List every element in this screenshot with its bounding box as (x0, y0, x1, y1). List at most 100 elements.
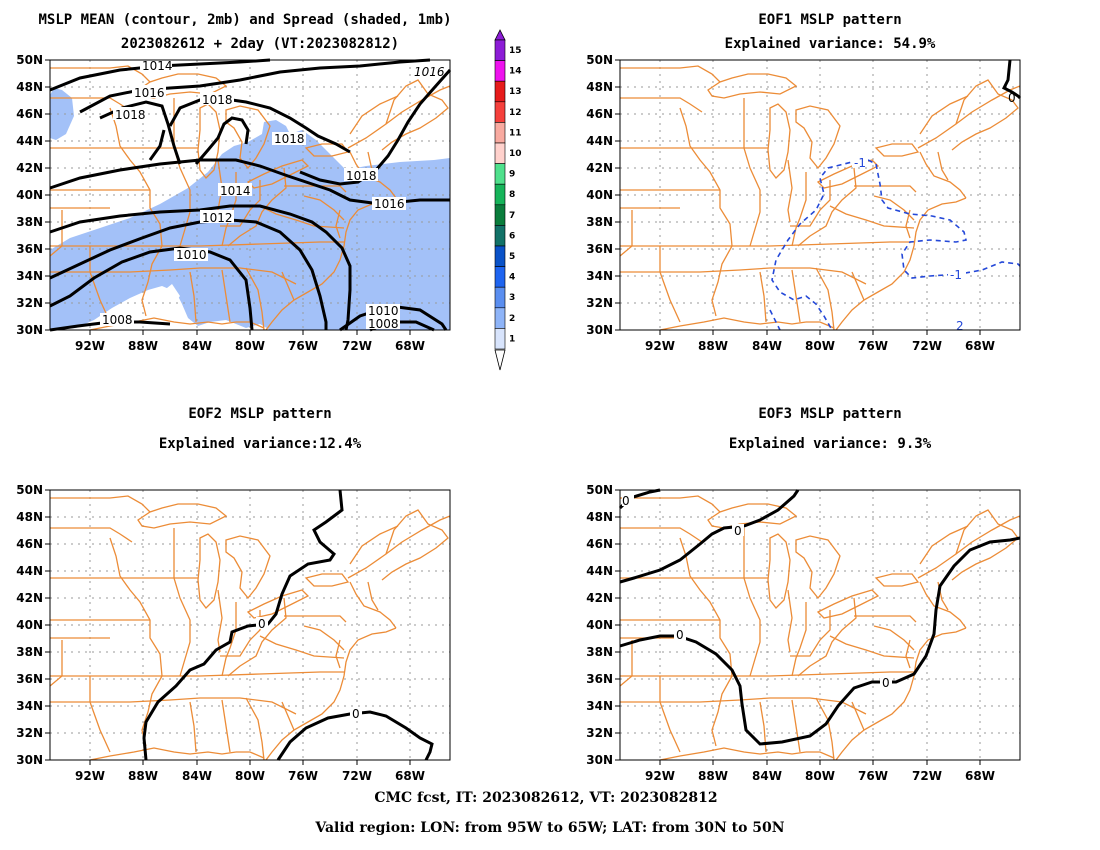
lat-tick-label: 46N (586, 537, 613, 551)
lat-tick-label: 40N (16, 188, 43, 202)
lat-tick-label: 46N (586, 107, 613, 121)
colorbar-label: 7 (509, 211, 515, 221)
colorbar-cell (494, 183, 506, 206)
lon-tick-label: 80W (805, 339, 835, 353)
lat-tick-label: 32N (16, 726, 43, 740)
contour-label: 0 (352, 707, 360, 721)
colorbar-cell (494, 225, 506, 247)
lat-tick-label: 40N (586, 618, 613, 632)
lon-tick-label: 68W (395, 339, 425, 353)
lon-tick-label: 88W (698, 769, 728, 783)
latitude-axis: 50N 48N 46N 44N 42N 40N 38N 36N 34N 32N 30N (586, 483, 620, 767)
panel-eof2: EOF2 MSLP pattern Explained variance:12.… (16, 406, 451, 783)
colorbar-cell (494, 122, 506, 144)
colorbar-top-arrow (494, 29, 506, 41)
longitude-axis: 92W 88W 84W 80W 76W 72W 68W (75, 330, 425, 353)
lat-tick-label: 44N (16, 134, 43, 148)
contour-label: 1008 (102, 313, 133, 327)
lat-tick-label: 36N (16, 672, 43, 686)
contour-label: 0 (882, 676, 890, 690)
contour-label: 1018 (274, 132, 305, 146)
colorbar-cell (494, 204, 506, 226)
colorbar-cell (494, 80, 506, 103)
lon-tick-label: 76W (858, 769, 888, 783)
lon-tick-label: 92W (645, 769, 675, 783)
panel-title: MSLP MEAN (contour, 2mb) and Spread (sha… (38, 12, 451, 28)
contour-label: 0 (734, 524, 742, 538)
lat-tick-label: 44N (16, 564, 43, 578)
spread-colorbar: 15 14 13 12 11 10 9 8 7 6 5 4 3 2 1 (494, 29, 522, 371)
contour-label: -1 (854, 156, 866, 170)
colorbar-cell (494, 39, 506, 61)
lat-tick-label: 48N (586, 80, 613, 94)
contour-label: 1018 (115, 108, 146, 122)
contour-label: 1014 (142, 59, 173, 73)
contour-label: 1012 (202, 211, 233, 225)
contour-label: 2 (956, 319, 964, 333)
contour-label: 1010 (176, 248, 207, 262)
lat-tick-label: 32N (586, 726, 613, 740)
longitude-axis: 92W 88W 84W 80W 76W 72W 68W (645, 760, 995, 783)
contour-label: 1016 (374, 197, 405, 211)
panel-title: EOF1 MSLP pattern (758, 12, 901, 28)
colorbar-label: 4 (509, 273, 515, 283)
lat-tick-label: 34N (586, 699, 613, 713)
panel-eof3: EOF3 MSLP pattern Explained variance: 9.… (586, 406, 1021, 783)
panel-subtitle: Explained variance: 9.3% (729, 436, 932, 452)
lat-tick-label: 36N (16, 242, 43, 256)
eof-contour-labels: -1 -1 0 2 (852, 91, 1016, 333)
longitude-axis: 92W 88W 84W 80W 76W 72W 68W (75, 760, 425, 783)
lon-tick-label: 76W (288, 769, 318, 783)
colorbar-cell (494, 286, 506, 309)
colorbar-label: 2 (509, 314, 515, 324)
lat-tick-label: 50N (586, 53, 613, 67)
isobar-labels: 1014 1016 1018 1018 1016 1018 1018 1014 … (100, 58, 445, 331)
lon-tick-label: 80W (235, 339, 265, 353)
lat-tick-label: 38N (586, 645, 613, 659)
lat-tick-label: 50N (16, 53, 43, 67)
lon-tick-label: 72W (912, 339, 942, 353)
lon-tick-label: 68W (965, 339, 995, 353)
colorbar-label: 11 (509, 128, 522, 138)
panel-subtitle: Explained variance: 54.9% (725, 36, 936, 52)
lon-tick-label: 72W (342, 339, 372, 353)
panel-subtitle: 2023082612 + 2day (VT:2023082812) (121, 36, 399, 52)
lat-tick-label: 50N (16, 483, 43, 497)
lat-tick-label: 42N (16, 591, 43, 605)
colorbar-cell (494, 60, 506, 82)
lon-tick-label: 92W (645, 339, 675, 353)
lat-tick-label: 40N (16, 618, 43, 632)
lat-tick-label: 38N (16, 645, 43, 659)
contour-label: 0 (258, 617, 266, 631)
lat-tick-label: 46N (16, 107, 43, 121)
lon-tick-label: 92W (75, 769, 105, 783)
panel-title: EOF3 MSLP pattern (758, 406, 901, 422)
contour-label: 0 (1008, 91, 1016, 105)
colorbar-cell (494, 142, 506, 164)
panel-subtitle: Explained variance:12.4% (159, 436, 362, 452)
lat-tick-label: 36N (586, 242, 613, 256)
colorbar-label: 12 (509, 108, 522, 118)
lon-tick-label: 68W (395, 769, 425, 783)
lon-tick-label: 68W (965, 769, 995, 783)
contour-label: 1018 (346, 169, 377, 183)
lat-tick-label: 42N (586, 161, 613, 175)
latitude-axis: 50N 48N 46N 44N 42N 40N 38N 36N 34N 32N 30N (586, 53, 620, 337)
lat-tick-label: 30N (586, 323, 613, 337)
contour-label: 0 (622, 494, 630, 508)
colorbar-label: 3 (509, 293, 515, 303)
eof-contour-labels: 0 0 0 0 (622, 494, 892, 690)
colorbar-label: 15 (509, 46, 522, 56)
footer-line-1: CMC fcst, IT: 2023082612, VT: 2023082812 (374, 790, 717, 806)
contour-label: 1010 (368, 304, 399, 318)
lon-tick-label: 84W (752, 769, 782, 783)
lon-tick-label: 84W (752, 339, 782, 353)
lat-tick-label: 48N (16, 80, 43, 94)
lon-tick-label: 80W (235, 769, 265, 783)
panel-title: EOF2 MSLP pattern (188, 406, 331, 422)
latitude-axis: 50N 48N 46N 44N 42N 40N 38N 36N 34N 32N 30N (16, 483, 50, 767)
panel-mslp-mean: MSLP MEAN (contour, 2mb) and Spread (sha… (16, 12, 451, 353)
eof-contours (769, 59, 1022, 331)
lon-tick-label: 88W (698, 339, 728, 353)
contour-label: 1016 (414, 65, 445, 79)
